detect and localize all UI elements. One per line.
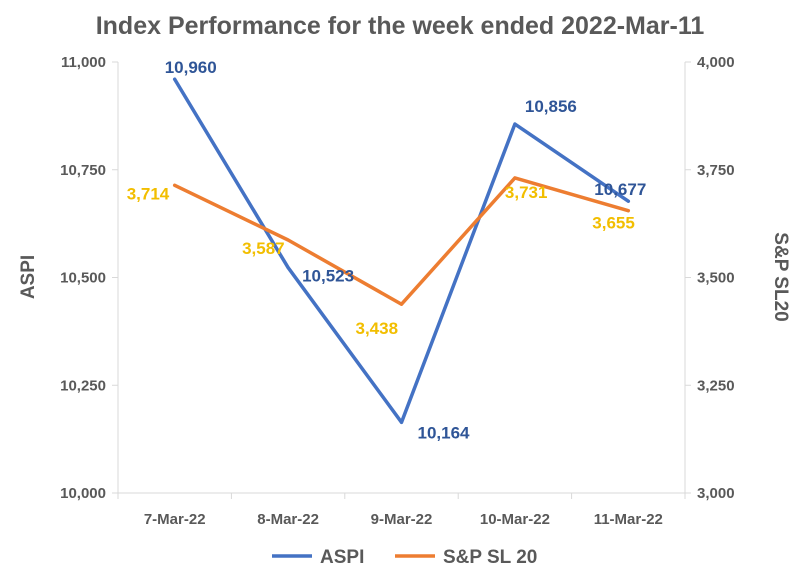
data-point [626,199,630,203]
right-tick-label: 3,000 [697,485,735,502]
x-tick-label: 8-Mar-22 [257,511,319,528]
data-label: 10,960 [165,58,217,77]
left-tick-label: 10,250 [60,377,106,394]
data-point [513,176,517,180]
data-point [400,302,403,306]
data-label: 3,587 [242,239,285,258]
right-tick-label: 4,000 [697,54,735,71]
data-point [626,209,630,213]
left-axis-title: ASPI [18,255,39,299]
data-label: 10,164 [418,423,471,442]
series-lines [172,77,631,425]
data-label: 3,731 [505,183,548,202]
left-tick-label: 10,750 [60,162,106,179]
right-tick-label: 3,250 [697,377,735,394]
x-tick-label: 11-Mar-22 [594,511,663,528]
legend: ASPI S&P SL 20 [272,547,537,568]
left-tick-label: 11,000 [61,54,106,71]
legend-label-sp-sl20: S&P SL 20 [443,547,537,568]
left-axis-ticks: 10,000 10,250 10,500 10,750 11,000 [60,54,118,502]
data-point [286,238,290,242]
right-axis-title: S&P SL20 [770,232,791,321]
data-label: 3,655 [592,214,635,233]
data-label: 10,677 [594,180,646,199]
x-tick-label: 9-Mar-22 [371,511,433,528]
right-tick-label: 3,750 [697,162,735,179]
right-axis-ticks: 3,000 3,250 3,500 3,750 4,000 [685,54,735,502]
legend-label-aspi: ASPI [320,547,364,568]
chart-title: Index Performance for the week ended 202… [96,12,705,40]
data-labels: 10,960 10,523 10,164 10,856 10,677 3,714 3,587… [127,58,647,442]
data-point [173,183,177,187]
data-point [286,266,290,270]
left-tick-label: 10,000 [60,485,106,502]
x-tick-label: 10-Mar-22 [480,511,550,528]
data-label: 10,523 [302,267,354,286]
data-label: 3,438 [356,319,399,338]
data-label: 3,714 [127,184,170,203]
right-tick-label: 3,500 [697,270,735,287]
data-point [173,77,177,81]
data-point [400,420,403,424]
data-point [513,122,517,126]
data-label: 10,856 [525,97,577,116]
x-tick-label: 7-Mar-22 [144,511,206,528]
left-tick-label: 10,500 [60,270,106,287]
x-axis-ticks: 7-Mar-22 8-Mar-22 9-Mar-22 10-Mar-22 11-Mar-… [144,511,663,528]
